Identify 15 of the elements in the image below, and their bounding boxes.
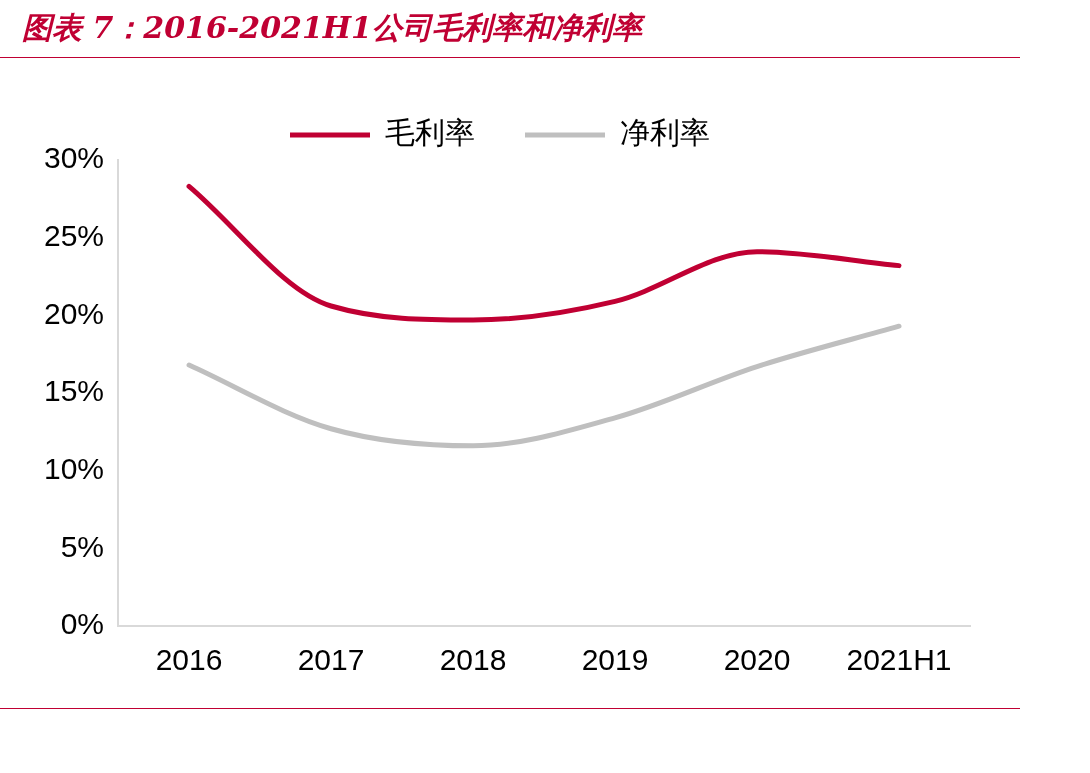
legend-label: 毛利率 bbox=[385, 114, 475, 150]
legend-label: 净利率 bbox=[620, 114, 710, 150]
y-tick-label: 20% bbox=[44, 296, 105, 330]
x-tick-label: 2016 bbox=[155, 643, 223, 677]
x-tick-label: 2018 bbox=[439, 643, 507, 677]
y-tick-label: 25% bbox=[44, 218, 105, 252]
x-tick-label: 2020 bbox=[723, 643, 791, 677]
x-tick-label: 2019 bbox=[581, 643, 649, 677]
y-tick-label: 0% bbox=[60, 607, 105, 641]
x-tick-label: 2021H1 bbox=[846, 643, 952, 677]
y-tick-label: 15% bbox=[44, 374, 105, 408]
x-tick-label: 2017 bbox=[297, 643, 365, 677]
y-tick-label: 5% bbox=[60, 529, 105, 563]
y-tick-label: 30% bbox=[44, 141, 105, 175]
y-tick-label: 10% bbox=[44, 451, 105, 485]
